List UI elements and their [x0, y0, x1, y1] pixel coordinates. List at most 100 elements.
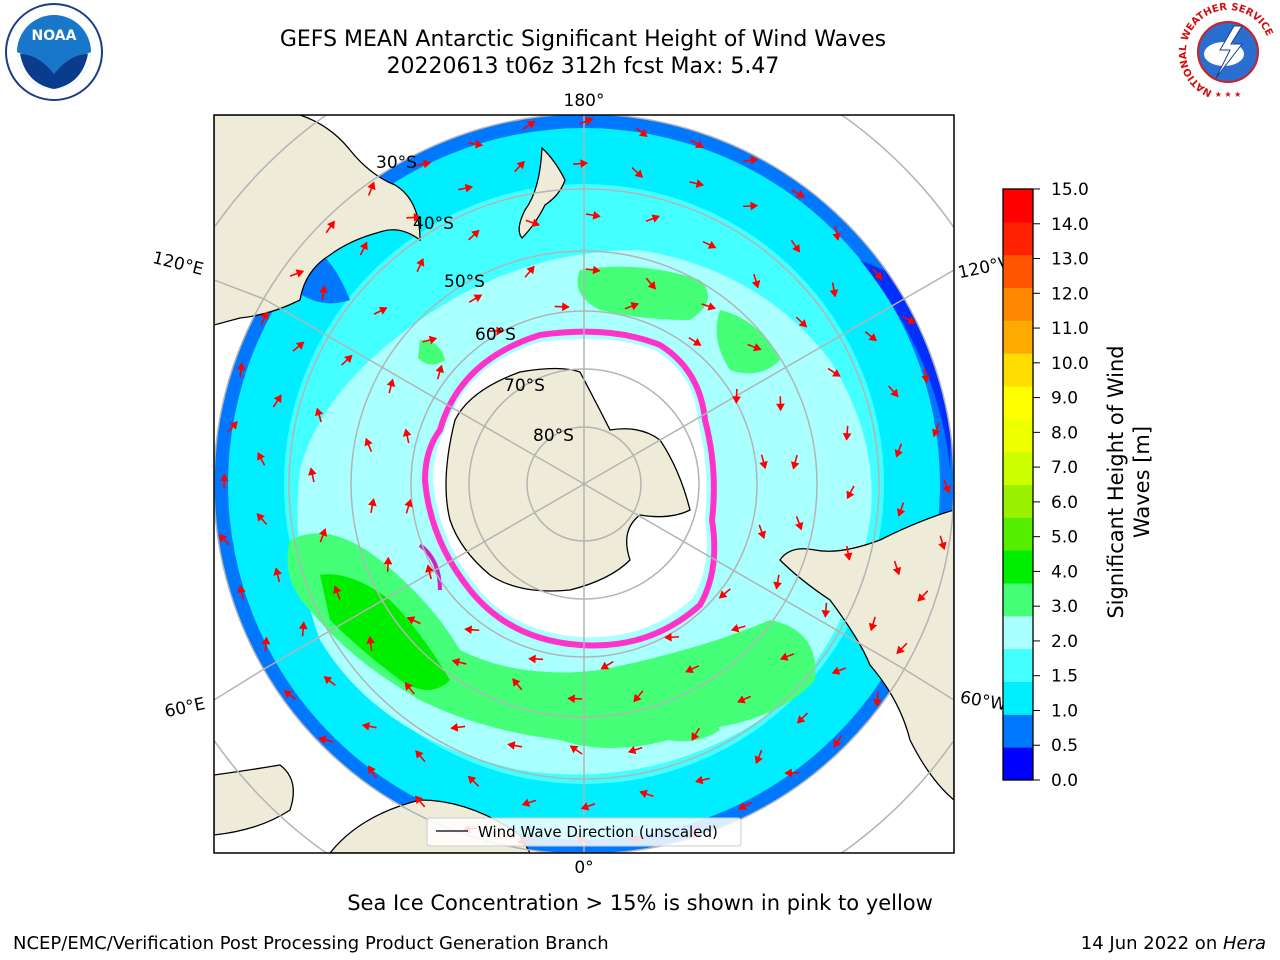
map-frame: [213, 114, 955, 854]
footer-left: NCEP/EMC/Verification Post Processing Pr…: [13, 933, 609, 954]
wind-wave-arrowhead: [580, 159, 589, 168]
map-title-line2: 20220613 t06z 312h fcst Max: 5.47: [386, 54, 780, 79]
wind-wave-arrowhead: [691, 732, 700, 741]
wind-wave-arrowhead: [229, 421, 238, 430]
wind-wave-arrowhead: [467, 775, 477, 785]
wind-wave-arrowhead: [832, 368, 841, 377]
wind-wave-arrowhead: [718, 590, 728, 599]
colorbar-tick-label: 3.0: [1051, 597, 1078, 617]
wind-wave-arrowhead: [567, 694, 575, 704]
colorbar-tick-label: 7.0: [1051, 458, 1078, 478]
wind-wave-arrowhead: [236, 362, 246, 371]
colorbar-tick-label: 2.0: [1051, 632, 1078, 652]
wind-wave-arrowhead: [738, 802, 747, 810]
wind-wave-arrowhead: [531, 218, 540, 227]
wind-wave-arrowhead: [843, 552, 853, 561]
wind-wave-arrowhead: [562, 302, 570, 312]
wind-wave-arrows: [218, 117, 951, 846]
sea-ice-note: Sea Ice Concentration > 15% is shown in …: [347, 891, 933, 915]
colorbar-segment: [1003, 550, 1033, 584]
colorbar-tick-label: 12.0: [1051, 284, 1089, 304]
wind-wave-arrowhead: [218, 534, 228, 543]
wind-wave-arrowhead: [695, 179, 704, 188]
wind-wave-arrowhead: [512, 678, 521, 687]
lat-label-50s: 50°S: [444, 272, 485, 292]
wind-wave-arrowhead: [737, 695, 746, 704]
wind-wave-arrowhead: [776, 403, 785, 412]
wind-wave-arrowhead: [784, 768, 793, 778]
legend-text: Wind Wave Direction (unscaled): [478, 823, 718, 841]
wind-wave-arrowhead: [630, 301, 639, 311]
colorbar-tick-label: 15.0: [1051, 180, 1089, 200]
wind-wave-arrowhead: [528, 654, 536, 664]
wind-wave-arrowhead: [695, 140, 704, 148]
wind-wave-arrowhead: [592, 210, 601, 220]
colorbar-tick-label: 10.0: [1051, 354, 1089, 374]
wind-wave-arrowhead: [516, 160, 525, 170]
wind-wave-arrowhead: [753, 343, 762, 352]
footer-date: 14 Jun 2022 on: [1080, 933, 1223, 954]
wind-wave-arrowhead: [896, 508, 906, 517]
wind-wave-arrowhead: [634, 169, 644, 178]
map-legend: Wind Wave Direction (unscaled): [426, 817, 742, 847]
colorbar-segment: [1003, 615, 1033, 650]
colorbar-segment: [1003, 418, 1033, 453]
lat-label-30s: 30°S: [376, 153, 417, 173]
colorbar-tick-label: 4.0: [1051, 562, 1078, 582]
wind-wave-arrowhead: [638, 128, 648, 137]
wind-wave-arrowhead: [685, 665, 694, 673]
wind-wave-arrowhead: [842, 432, 852, 441]
colorbar-tick-label: 14.0: [1051, 215, 1089, 235]
colorbar-segment: [1003, 451, 1033, 485]
wind-wave-arrowhead: [383, 556, 393, 565]
colorbar-tick-label: 11.0: [1051, 319, 1089, 339]
wind-wave-arrowhead: [796, 715, 806, 724]
wind-wave-arrowhead: [344, 354, 353, 364]
wind-wave-arrowhead: [846, 490, 855, 500]
colorbar-segment: [1003, 747, 1033, 781]
wind-wave-arrowhead: [779, 652, 789, 661]
wind-wave-arrowhead: [907, 316, 916, 324]
wind-wave-arrowhead: [323, 676, 333, 685]
wind-wave-arrowhead: [584, 117, 594, 126]
wind-wave-arrowhead: [829, 289, 839, 298]
colorbar-tick-label: 0.5: [1051, 736, 1078, 756]
wind-wave-arrowhead: [580, 802, 590, 811]
wind-wave-arrowhead: [364, 437, 373, 447]
colorbar-segment: [1003, 353, 1033, 387]
wind-wave-arrowhead: [428, 335, 438, 345]
wind-wave-arrowhead: [261, 636, 271, 645]
wind-wave-arrowhead: [326, 220, 335, 230]
colorbar-segment: [1003, 517, 1033, 551]
footer-machine: Hera: [1222, 933, 1266, 954]
wind-wave-arrowhead: [464, 625, 473, 635]
wind-wave-arrowhead: [831, 666, 841, 675]
wind-wave-arrowhead: [921, 375, 931, 384]
lat-label-40s: 40°S: [413, 214, 454, 234]
colorbar-tick-label: 13.0: [1051, 250, 1089, 270]
wind-wave-arrowhead: [821, 610, 831, 618]
wind-wave-arrowhead: [425, 564, 434, 573]
noaa-logo-icon: NOAA: [5, 3, 103, 101]
wind-wave-arrowhead: [386, 378, 396, 387]
wind-wave-arrowhead: [464, 183, 474, 193]
colorbar-segment: [1003, 386, 1033, 420]
wind-wave-arrowhead: [471, 229, 480, 239]
colorbar-tick-label: 1.5: [1051, 667, 1078, 687]
wind-wave-arrowhead: [750, 155, 759, 165]
wind-wave-arrowhead: [473, 294, 483, 303]
wind-wave-arrowhead: [892, 566, 902, 576]
wind-wave-arrowhead: [932, 428, 941, 438]
wind-wave-arrowhead: [627, 745, 637, 755]
colorbar-segment: [1003, 287, 1033, 321]
noaa-logo-text: NOAA: [32, 28, 77, 44]
colorbar-tick-label: 0.0: [1051, 771, 1078, 790]
wind-wave-arrowhead: [415, 750, 424, 759]
lon-label-top: 180°: [564, 91, 605, 111]
colorbar-tick-label: 8.0: [1051, 423, 1078, 443]
wind-wave-arrowhead: [295, 341, 305, 350]
wind-wave-arrowhead: [707, 302, 716, 311]
wind-wave-arrowhead: [732, 396, 741, 404]
colorbar-segment: [1003, 221, 1033, 256]
colorbar-segment: [1003, 484, 1033, 518]
